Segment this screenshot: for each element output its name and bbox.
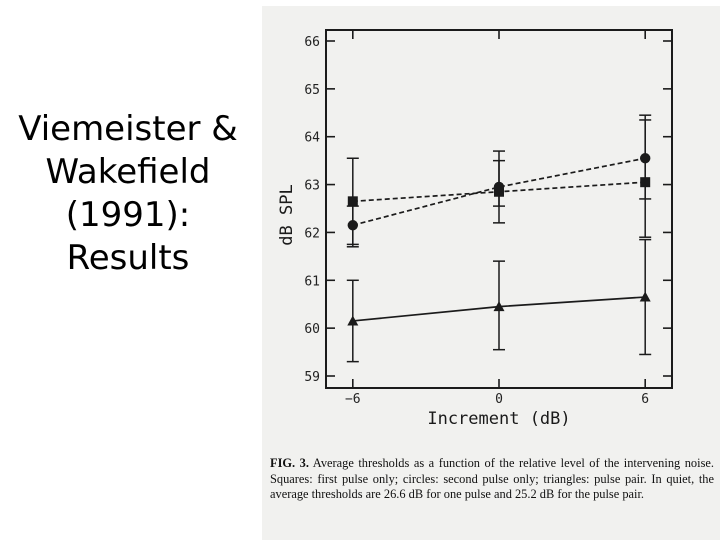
data-point-triangle bbox=[493, 301, 505, 312]
data-point-square bbox=[347, 196, 358, 207]
y-tick-label: 59 bbox=[304, 370, 320, 385]
series-triangle bbox=[346, 238, 652, 363]
figure-scan-background bbox=[262, 6, 720, 540]
x-tick-label: 6 bbox=[641, 392, 649, 407]
data-point-circle bbox=[639, 153, 651, 164]
figure-caption: FIG. 3. Average thresholds as a function… bbox=[270, 456, 714, 503]
series-line-circle bbox=[352, 157, 646, 227]
y-axis-title: dB SPL bbox=[277, 184, 297, 245]
y-tick-label: 64 bbox=[304, 131, 320, 146]
y-tick-label: 65 bbox=[304, 83, 320, 98]
figure-caption-text: Average thresholds as a function of the … bbox=[270, 456, 714, 501]
slide-title-line-1: Viemeister & bbox=[18, 109, 238, 149]
slide-title-line-4: Results bbox=[66, 238, 190, 278]
data-point-circle bbox=[493, 181, 505, 193]
y-tick-label: 63 bbox=[304, 179, 320, 194]
slide-title-line-3: (1991): bbox=[65, 195, 191, 235]
y-tick-label: 66 bbox=[304, 35, 320, 50]
data-point-triangle bbox=[347, 315, 359, 326]
x-tick-label: −6 bbox=[345, 392, 361, 407]
data-point-circle bbox=[347, 220, 359, 231]
slide-title-line-2: Wakefield bbox=[45, 152, 211, 192]
y-tick-label: 62 bbox=[304, 226, 320, 241]
x-tick-label: 0 bbox=[495, 392, 503, 407]
x-axis-title: Increment (dB) bbox=[427, 409, 570, 429]
y-tick-label: 61 bbox=[304, 274, 320, 289]
figure-caption-label: FIG. 3. bbox=[270, 456, 309, 470]
data-point-triangle bbox=[639, 291, 651, 302]
slide-title: Viemeister & Wakefield (1991): Results bbox=[6, 108, 250, 280]
series-circle bbox=[346, 114, 652, 248]
y-tick-label: 60 bbox=[304, 322, 320, 337]
